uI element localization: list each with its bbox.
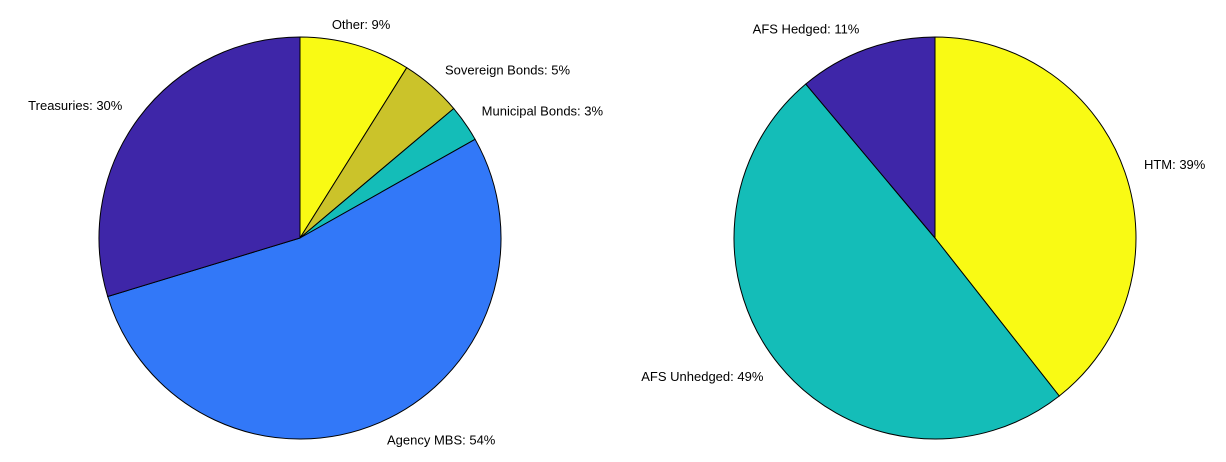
slice-label: AFS Hedged: 11% xyxy=(753,22,860,37)
slice-label: Other: 9% xyxy=(332,17,391,32)
pie-slice xyxy=(98,36,301,298)
pie-slice xyxy=(805,36,936,240)
slice-label: Sovereign Bonds: 5% xyxy=(445,63,570,78)
slice-label: AFS Unhedged: 49% xyxy=(641,369,764,384)
slice-label: Municipal Bonds: 3% xyxy=(482,103,604,118)
pie-slice xyxy=(733,83,1060,440)
pie-slice xyxy=(299,36,408,240)
slice-label: Treasuries: 30% xyxy=(28,98,123,113)
slice-label: Agency MBS: 54% xyxy=(387,433,496,448)
slice-label: HTM: 39% xyxy=(1144,157,1206,172)
pie-slice xyxy=(934,36,1137,397)
pie-slice xyxy=(107,138,502,440)
